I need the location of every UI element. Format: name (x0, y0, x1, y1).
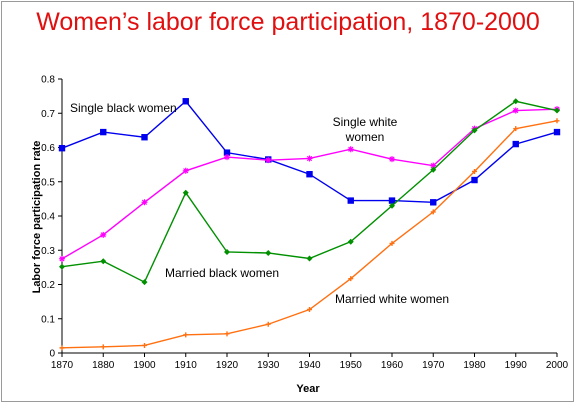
series-label-married-black-women: Married black women (165, 266, 279, 280)
series-line-married-black-women (61, 100, 558, 284)
data-point-married-white-women (183, 332, 189, 338)
data-point-married-black-women (554, 107, 560, 114)
y-tick-label: 0.6 (41, 143, 55, 154)
series-label-single-black-women: Single black women (70, 101, 177, 115)
data-point-single-white-women (224, 154, 230, 161)
y-tick-label: 0.8 (41, 75, 55, 86)
data-point-married-white-women (224, 331, 230, 337)
x-tick-label: 1880 (92, 360, 115, 371)
data-point-married-white-women (307, 307, 312, 313)
y-tick-label: 0.4 (41, 212, 55, 223)
data-point-single-black-women (306, 171, 313, 178)
data-point-married-black-women (59, 263, 65, 270)
data-point-married-white-women (142, 342, 147, 348)
chart-title: Women’s labor force participation, 1870-… (36, 8, 540, 36)
x-tick-label: 1920 (216, 360, 239, 371)
data-point-married-black-women (224, 248, 230, 255)
y-axis-title: Labor force participation rate (31, 141, 43, 294)
x-tick-label: 1930 (257, 360, 280, 371)
data-point-married-black-women (471, 127, 478, 134)
data-point-single-black-women (141, 134, 148, 141)
data-point-married-white-women (472, 168, 477, 174)
series-label-single-white-women: Single white women (333, 115, 398, 144)
data-point-single-black-women (388, 197, 396, 204)
data-point-married-white-women (265, 321, 271, 327)
data-point-single-black-women (553, 128, 561, 136)
series-label-married-white-women: Married white women (335, 292, 449, 306)
x-axis-title: Year (296, 383, 320, 395)
x-tick-label: 1870 (51, 360, 74, 371)
x-tick-label: 1980 (463, 360, 486, 371)
x-tick-label: 1990 (505, 360, 528, 371)
data-point-single-white-women (512, 107, 519, 114)
y-tick-label: 0.7 (41, 109, 55, 120)
data-point-married-white-women (348, 276, 354, 282)
x-tick-label: 1900 (133, 360, 156, 371)
data-point-single-white-women (347, 146, 354, 153)
x-tick-label: 1960 (381, 360, 404, 371)
data-point-single-black-women (430, 199, 437, 206)
x-tick-label: 1940 (298, 360, 321, 371)
data-point-single-black-women (100, 128, 107, 136)
data-point-married-black-women (430, 166, 437, 173)
x-tick-label: 2000 (546, 360, 569, 371)
data-point-married-white-women (100, 344, 106, 350)
series-group (58, 98, 561, 351)
data-point-married-black-women (141, 279, 148, 286)
data-point-single-black-women (182, 98, 189, 105)
data-point-married-black-women (306, 255, 313, 262)
series-line-single-black-women (61, 100, 558, 204)
data-point-single-black-women (58, 144, 66, 152)
data-point-single-black-women (347, 197, 354, 204)
data-point-single-white-women (100, 231, 107, 238)
data-point-married-black-women (347, 238, 354, 245)
y-tick-label: 0.5 (41, 177, 55, 188)
data-point-married-white-women (513, 126, 519, 132)
data-point-single-white-women (306, 155, 313, 162)
data-point-married-black-women (182, 189, 189, 196)
y-tick-label: 0.1 (41, 314, 55, 325)
data-point-married-black-women (389, 202, 395, 209)
data-point-married-black-women (512, 98, 519, 105)
x-tick-label: 1910 (175, 360, 198, 371)
data-point-single-black-women (512, 140, 519, 148)
data-point-married-white-women (389, 240, 395, 246)
tick-labels: 0 0.1 0.2 0.3 0.4 0.5 0.6 0.7 0.8 1870 1880 1900 191… (41, 75, 568, 372)
y-tick-label: 0 (49, 349, 55, 360)
series-labels: Single black women Single white women Marri… (70, 101, 449, 306)
series-line-single-white-women (61, 108, 558, 260)
data-point-single-white-women (389, 156, 395, 163)
data-point-single-white-women (141, 199, 148, 206)
x-tick-label: 1950 (340, 360, 363, 371)
data-point-single-white-women (59, 255, 65, 262)
data-point-married-white-women (59, 345, 65, 351)
data-point-married-white-women (554, 118, 560, 124)
data-point-single-white-women (265, 157, 272, 164)
data-point-single-black-women (471, 176, 478, 184)
y-tick-label: 0.2 (41, 280, 55, 291)
data-point-single-white-women (430, 162, 437, 169)
data-point-married-black-women (100, 258, 107, 265)
data-point-single-black-women (223, 149, 231, 156)
data-point-married-black-women (265, 249, 272, 256)
data-point-single-white-women (182, 167, 189, 174)
x-tick-label: 1970 (422, 360, 445, 371)
series-line-married-white-women (61, 120, 558, 349)
y-tick-label: 0.3 (41, 246, 55, 257)
data-point-married-white-women (430, 209, 436, 215)
